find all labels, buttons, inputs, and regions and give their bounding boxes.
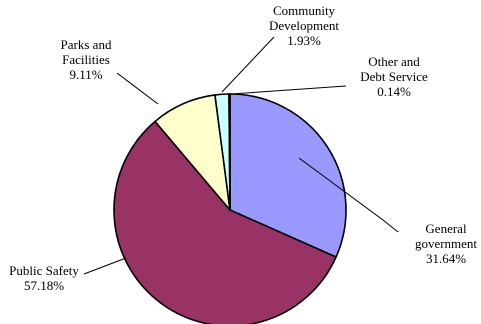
slice-name-line: government — [415, 236, 477, 251]
slice-name-line: Other and — [368, 54, 420, 69]
slice-name-line: Facilities — [62, 52, 110, 67]
slice-value-label: 31.64% — [426, 251, 466, 266]
leader-line-other-and-debt-service — [230, 85, 347, 95]
slice-label-general-government: General government 31.64% — [415, 221, 477, 266]
slice-name-line: Development — [269, 18, 339, 33]
pie-slice-public-safety — [113, 120, 337, 324]
slice-value-label: 1.93% — [287, 33, 321, 48]
slice-name-line: Debt Service — [360, 69, 428, 84]
slice-name-line: Community — [273, 3, 336, 18]
slice-value-label: 0.14% — [377, 84, 411, 99]
slice-value-label: 9.11% — [69, 67, 102, 82]
slice-name-line: Parks and — [61, 37, 112, 52]
pie-slice-general-government — [229, 93, 347, 258]
slice-label-other-and-debt-service: Other and Debt Service 0.14% — [360, 54, 428, 99]
leader-line-general-government — [298, 157, 399, 233]
slice-label-public-safety: Public Safety 57.18% — [9, 263, 79, 293]
slice-name-line: Public Safety — [9, 263, 79, 278]
slice-label-community-development: Community Development 1.93% — [269, 3, 339, 48]
leader-line-parks-and-facilities — [116, 72, 159, 105]
leader-line-community-development — [221, 36, 275, 93]
slice-value-label: 57.18% — [24, 278, 64, 293]
slice-labels: General government 31.64% Public Safety 57.1… — [9, 3, 477, 293]
slice-name-line: General — [425, 221, 467, 236]
leader-line-public-safety — [83, 257, 127, 275]
leader-lines — [83, 36, 399, 275]
pie-slice-other-and-debt-service — [228, 93, 231, 211]
slice-label-parks-and-facilities: Parks and Facilities 9.11% — [61, 37, 112, 82]
pie-slices — [113, 93, 347, 324]
